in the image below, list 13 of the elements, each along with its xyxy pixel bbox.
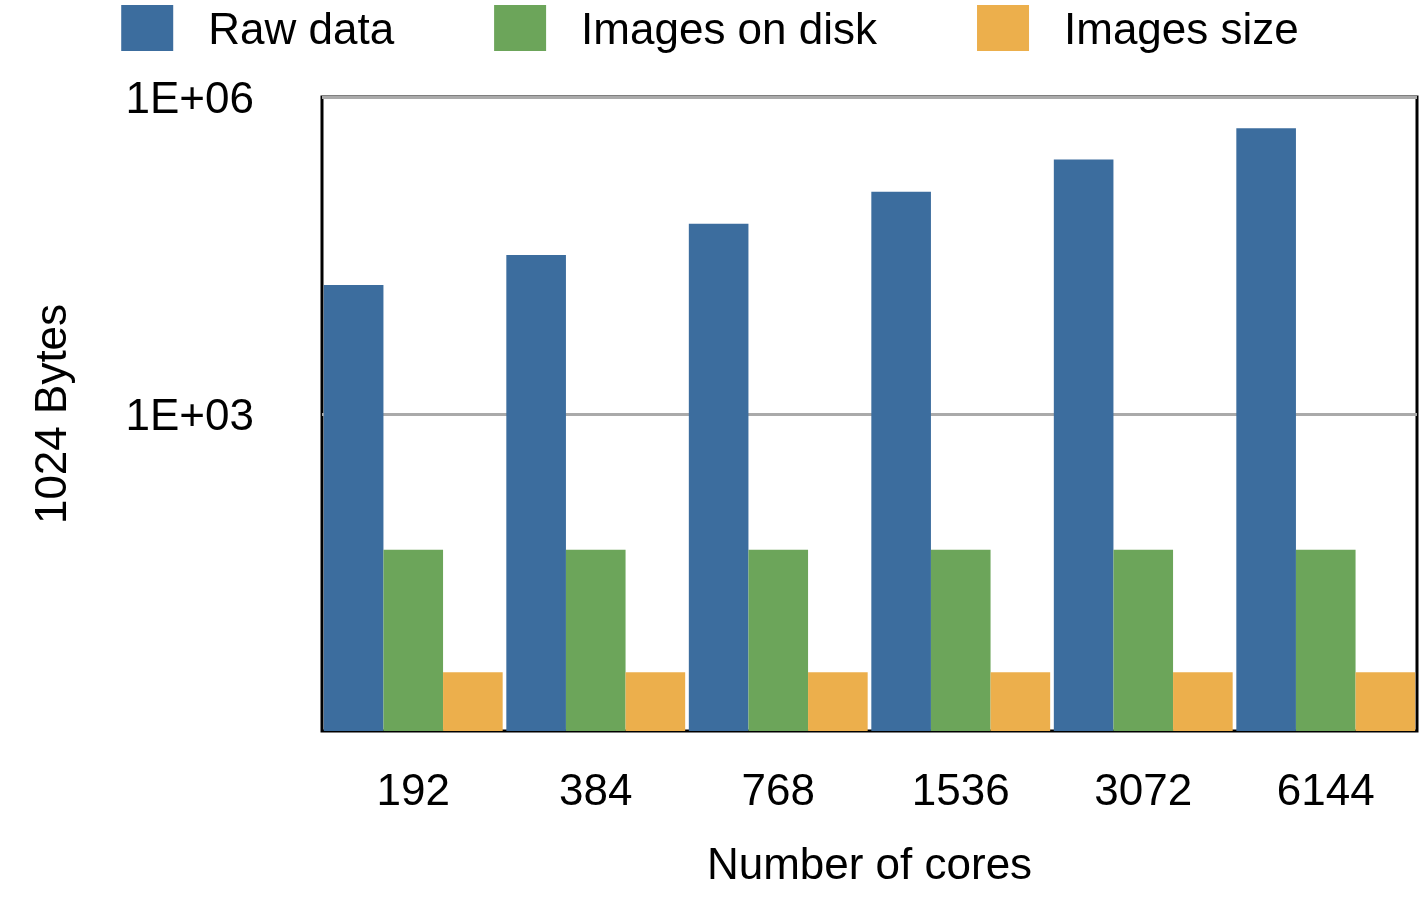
legend-label: Raw data — [208, 3, 395, 53]
x-tick-label: 6144 — [1276, 764, 1375, 814]
y-tick-label: 1E+06 — [125, 72, 254, 122]
x-tick-label: 1536 — [911, 764, 1010, 814]
y-tick-label: 1E+03 — [125, 389, 254, 439]
y-axis-title: 1024 Bytes — [25, 303, 75, 525]
x-tick-label: 3072 — [1094, 764, 1193, 814]
x-tick-label: 768 — [741, 764, 815, 814]
legend-label: Images on disk — [581, 3, 879, 53]
x-axis-title: Number of cores — [706, 838, 1033, 888]
x-tick-label: 384 — [559, 764, 633, 814]
legend-label: Images size — [1064, 3, 1299, 53]
x-tick-label: 192 — [376, 764, 450, 814]
